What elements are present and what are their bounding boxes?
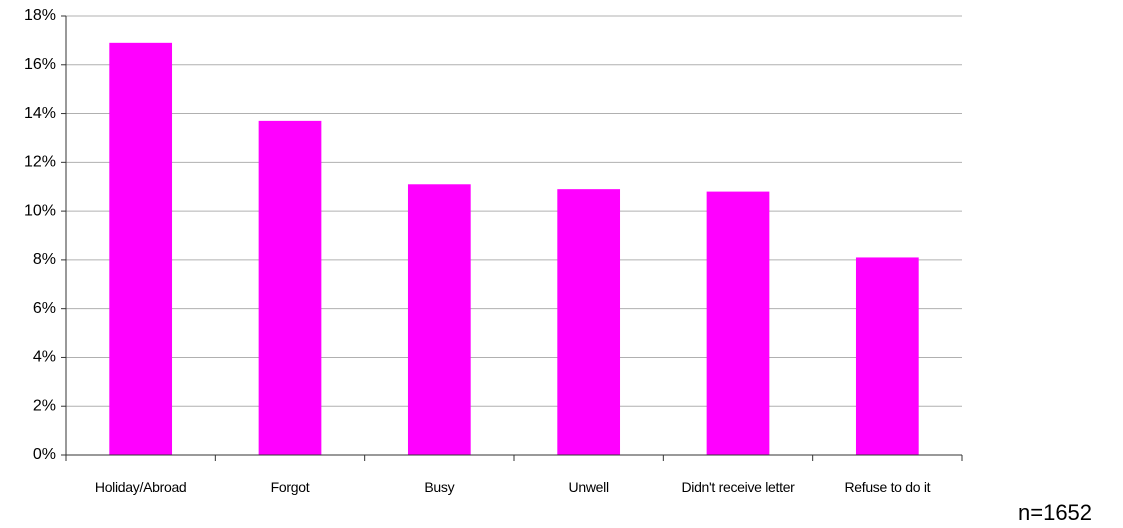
bar <box>109 42 173 455</box>
y-tick-label: 6% <box>33 300 56 317</box>
y-tick-label: 0% <box>33 446 56 463</box>
x-tick-label: Refuse to do it <box>844 479 931 495</box>
bar <box>557 189 621 455</box>
x-tick-label: Unwell <box>568 479 610 495</box>
bar <box>706 191 770 455</box>
bar <box>407 184 471 456</box>
annotation: n=1652 <box>1018 500 1093 525</box>
y-tick-label: 2% <box>33 397 56 414</box>
x-tick-label: Didn't receive letter <box>681 479 795 495</box>
y-tick-label: 4% <box>33 349 56 366</box>
y-tick-label: 12% <box>24 154 56 171</box>
x-tick-label: Forgot <box>270 479 310 495</box>
x-tick-label: Busy <box>424 479 455 495</box>
bar <box>855 257 919 455</box>
y-tick-label: 8% <box>33 251 56 268</box>
y-tick-label: 16% <box>24 56 56 73</box>
y-tick-label: 10% <box>24 202 56 219</box>
bar <box>258 120 322 455</box>
x-tick-label: Holiday/Abroad <box>94 479 187 495</box>
y-tick-label: 18% <box>24 7 56 24</box>
y-tick-label: 14% <box>24 105 56 122</box>
